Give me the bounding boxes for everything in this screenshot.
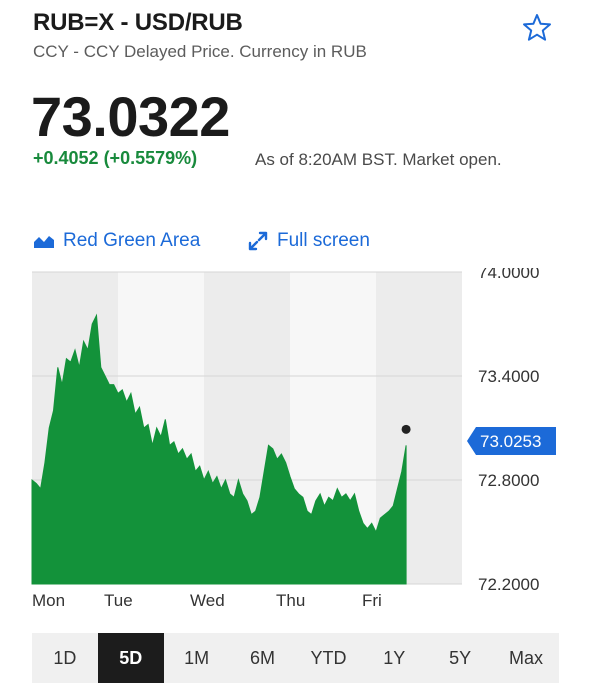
y-tick-label: 72.2000 (478, 575, 539, 594)
price-chart[interactable]: 74.0000 73.4000 72.8000 72.2000 73.0253 Mon Tu… (0, 268, 591, 628)
chart-type-label: Red Green Area (63, 230, 201, 251)
x-tick-label: Tue (104, 591, 133, 610)
range-button-1m[interactable]: 1M (184, 647, 210, 668)
star-icon[interactable] (521, 12, 553, 44)
current-price: 73.0322 (31, 85, 230, 148)
range-button-1y[interactable]: 1Y (383, 647, 406, 668)
range-button-max[interactable]: Max (509, 647, 544, 668)
expand-icon (248, 231, 268, 251)
range-button-6m[interactable]: 6M (250, 647, 276, 668)
area-chart-icon (34, 236, 54, 248)
y-tick-label: 73.4000 (478, 367, 539, 386)
fullscreen-button[interactable]: Full screen (247, 230, 370, 252)
x-tick-label: Thu (276, 591, 305, 610)
x-tick-label: Fri (362, 591, 382, 610)
market-status: As of 8:20AM BST. Market open. (255, 150, 502, 169)
fullscreen-label: Full screen (277, 230, 370, 251)
x-tick-label: Mon (32, 591, 65, 610)
range-button-5y[interactable]: 5Y (449, 647, 472, 668)
range-button-5d[interactable]: 5D (97, 633, 164, 683)
x-tick-label: Wed (190, 591, 225, 610)
price-tag-label: 73.0253 (480, 432, 541, 451)
y-tick-label: 72.8000 (478, 471, 539, 490)
price-tag (467, 426, 556, 455)
quote-subtitle: CCY - CCY Delayed Price. Currency in RUB (33, 42, 367, 61)
chart-type-button[interactable]: Red Green Area (33, 230, 200, 252)
last-price-dot (401, 424, 411, 434)
price-area (31, 313, 407, 585)
y-tick-label: 74.0000 (478, 268, 539, 282)
range-button-ytd[interactable]: YTD (310, 647, 347, 668)
price-change: +0.4052 (+0.5579%) (33, 148, 198, 168)
ticker-title: RUB=X - USD/RUB (33, 9, 243, 36)
range-selector: 1D 5D 1M 6M YTD 1Y 5Y Max (32, 633, 559, 683)
range-button-1d[interactable]: 1D (53, 647, 77, 668)
